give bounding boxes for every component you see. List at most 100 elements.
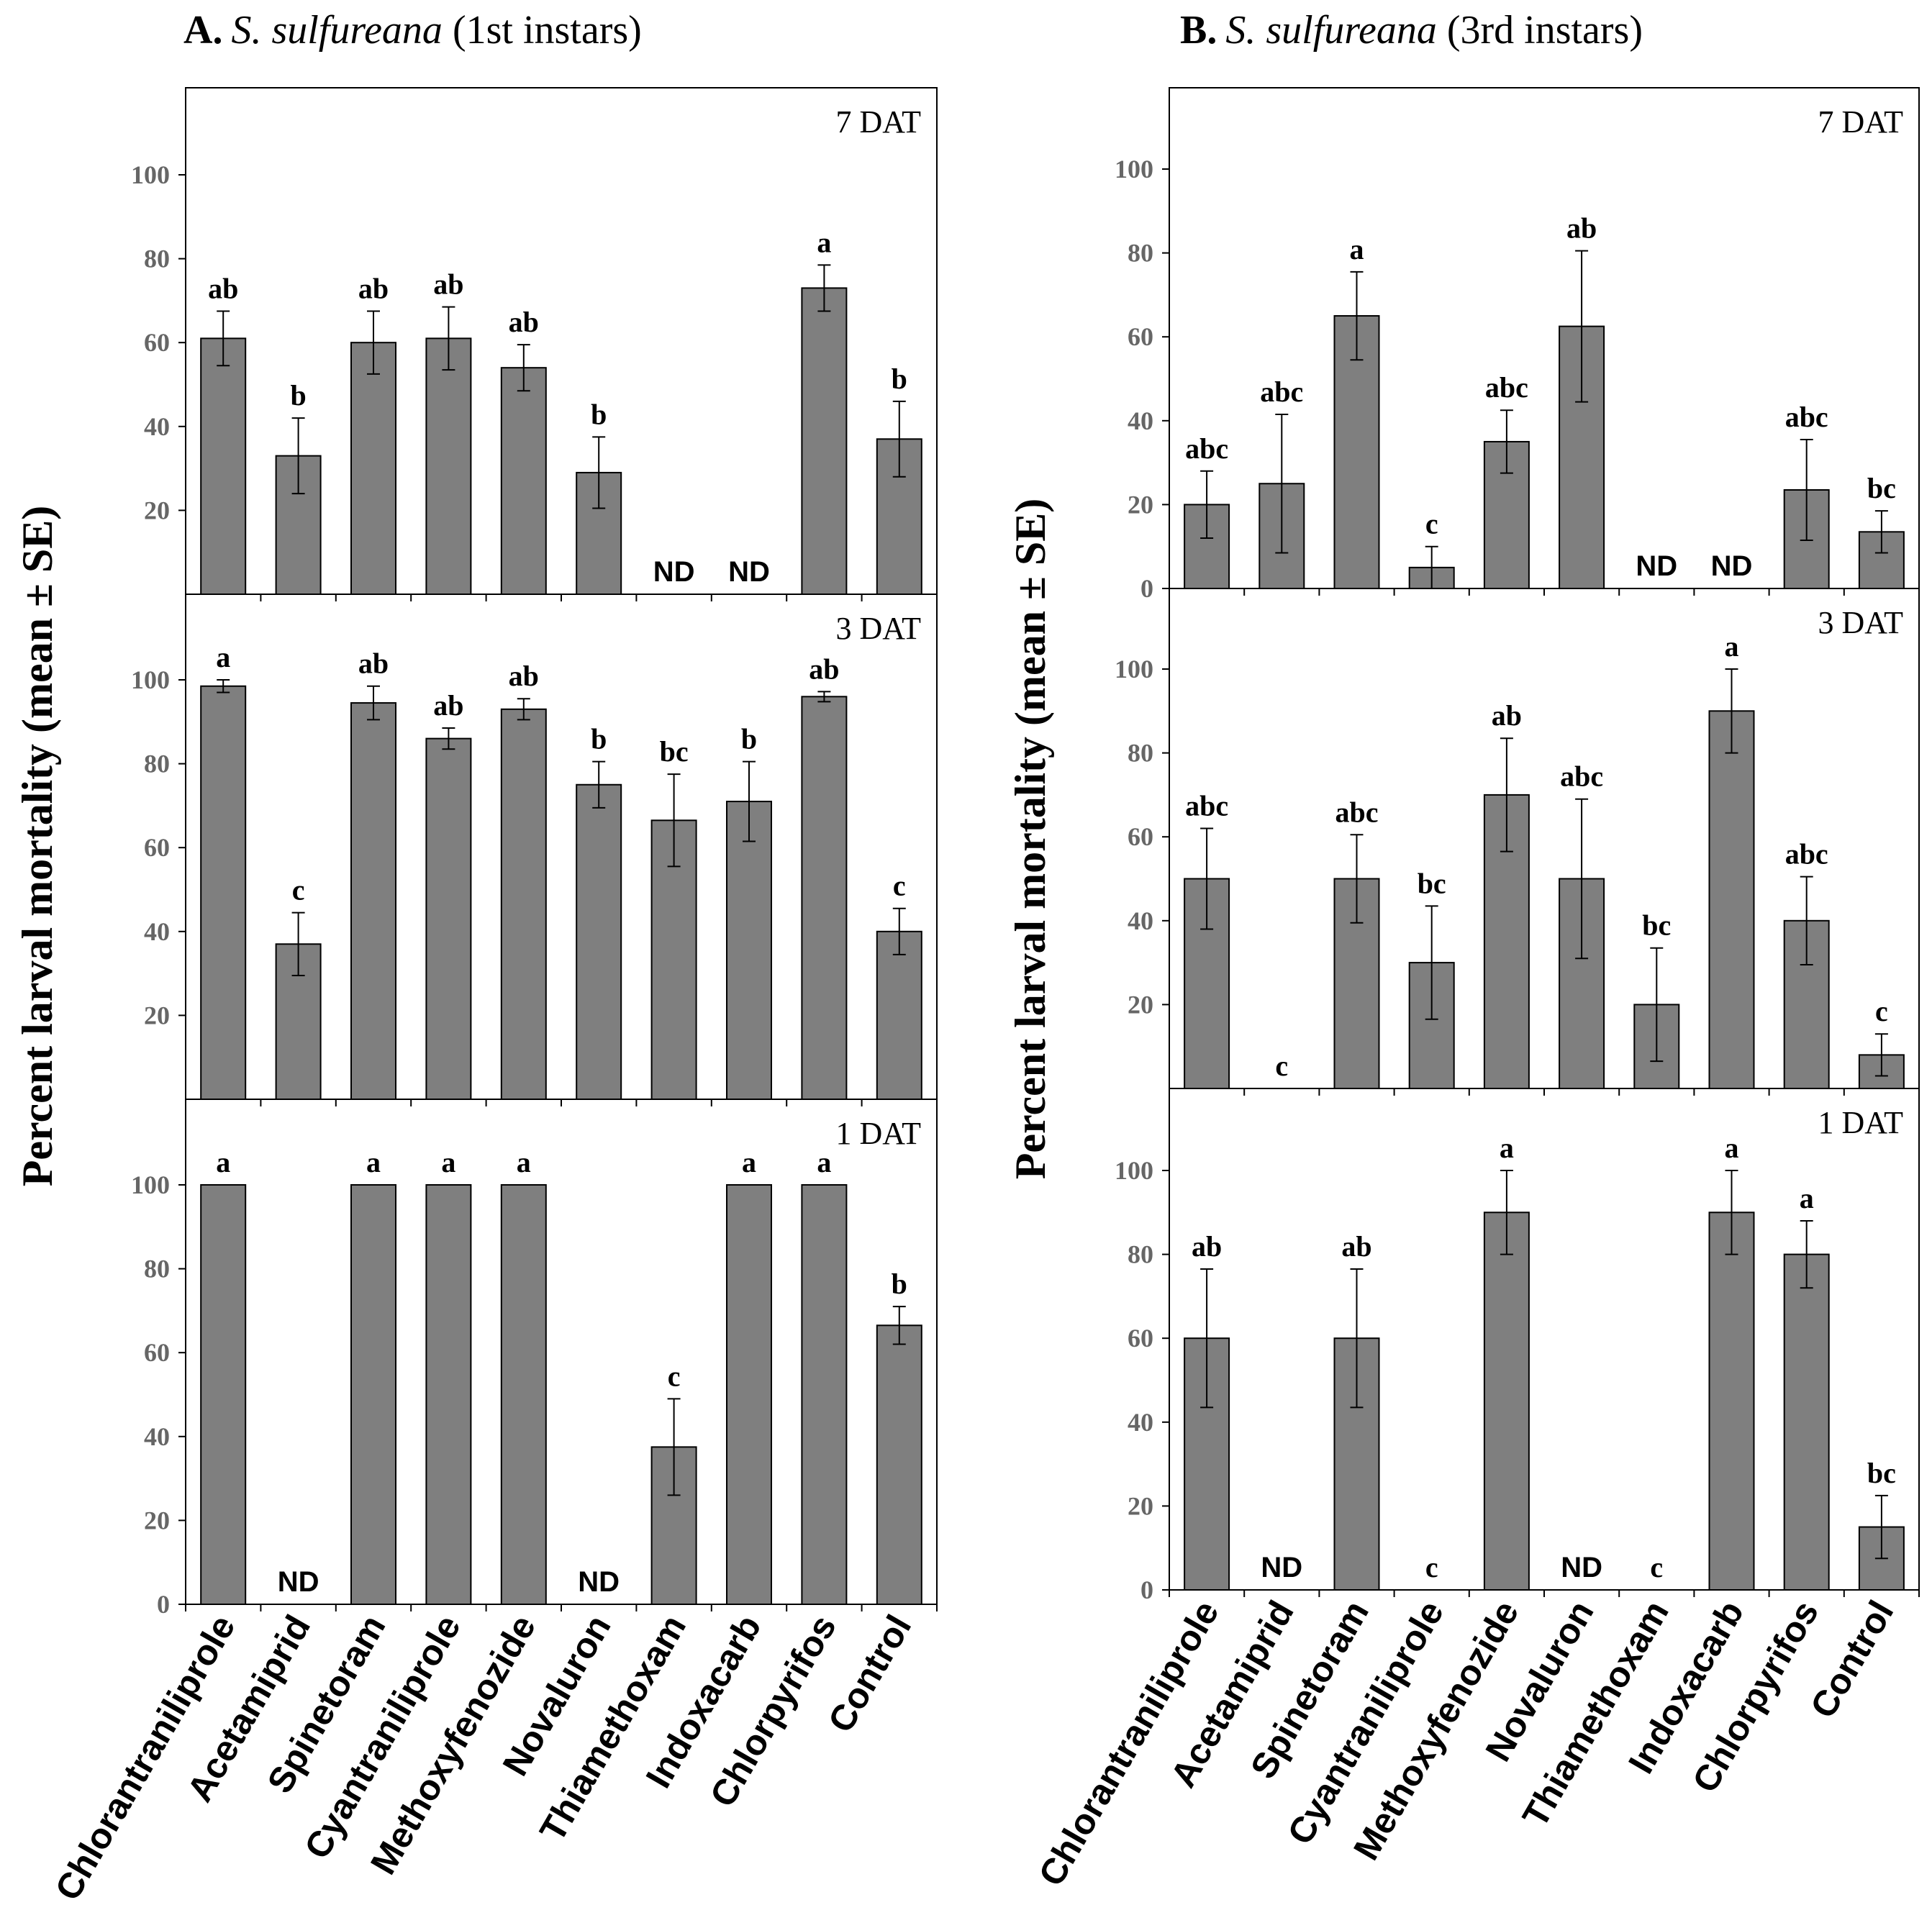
y-tick-label: 20 <box>1128 1491 1153 1520</box>
y-tick-label: 100 <box>1115 1156 1153 1185</box>
bar <box>200 685 247 1100</box>
significance-letter: b <box>591 398 607 430</box>
y-tick-label: 20 <box>144 1001 170 1029</box>
y-tick-label: 80 <box>144 245 170 273</box>
y-tick-label: 40 <box>144 1422 170 1451</box>
significance-letter: a <box>366 1146 381 1178</box>
y-tick-label: 40 <box>144 412 170 441</box>
significance-letter: abc <box>1485 371 1528 404</box>
significance-letter: abc <box>1785 838 1828 870</box>
significance-letter: a <box>216 1146 230 1178</box>
bar <box>1483 1211 1530 1591</box>
panel-title-letter: A. <box>183 8 222 53</box>
not-determined-label: ND <box>578 1566 620 1598</box>
bar <box>350 342 396 595</box>
dat-label: 3 DAT <box>835 611 921 646</box>
significance-letter: a <box>441 1146 455 1178</box>
significance-letter: b <box>741 723 757 755</box>
significance-letter: a <box>1800 1182 1814 1214</box>
significance-letter: ab <box>358 647 389 680</box>
y-tick-label: 40 <box>1128 1408 1153 1437</box>
bar <box>500 708 547 1100</box>
dat-label: 1 DAT <box>1818 1105 1903 1140</box>
significance-letter: c <box>668 1360 681 1392</box>
significance-letter: c <box>1875 995 1888 1027</box>
bar <box>1708 1211 1755 1591</box>
y-tick-label: 60 <box>144 833 170 862</box>
significance-letter: bc <box>1867 1457 1896 1489</box>
y-tick-label: 0 <box>1140 574 1153 603</box>
y-tick-label: 80 <box>144 1255 170 1283</box>
significance-letter: a <box>1725 630 1739 663</box>
y-tick-label: 40 <box>144 917 170 946</box>
not-determined-label: ND <box>1636 550 1677 582</box>
significance-letter: c <box>1425 508 1438 540</box>
y-tick-label: 80 <box>1128 1240 1153 1269</box>
bar <box>425 737 472 1100</box>
subplot-3-dat: 20 40 60 80 100 3 DAT a c ab ab ab b bc b ab c <box>131 594 938 1106</box>
significance-letter: abc <box>1560 760 1603 793</box>
panel-title-stage: (1st instars) <box>443 8 642 53</box>
y-tick-label: 0 <box>157 1590 170 1619</box>
significance-letter: b <box>290 379 306 412</box>
significance-letter: c <box>292 874 305 906</box>
significance-letter: c <box>893 870 906 902</box>
not-determined-label: ND <box>1711 550 1753 582</box>
y-tick-label: 100 <box>131 1170 170 1199</box>
significance-letter: ab <box>509 660 539 692</box>
y-tick-label: 100 <box>131 665 170 694</box>
panel-title: A. S. sulfureana (1st instars) <box>183 8 642 53</box>
significance-letter: c <box>1425 1551 1438 1583</box>
significance-letter: c <box>1275 1050 1288 1082</box>
panel-title-species: S. sulfureana <box>1225 8 1436 53</box>
bar <box>576 783 622 1100</box>
significance-letter: a <box>1350 233 1364 265</box>
significance-letter: abc <box>1785 401 1828 433</box>
significance-letter: c <box>1650 1551 1663 1583</box>
bar <box>726 1184 772 1605</box>
significance-letter: ab <box>433 268 463 301</box>
significance-letter: bc <box>1867 472 1896 504</box>
y-axis-label: Percent larval mortality (mean ± SE) <box>1007 499 1054 1180</box>
significance-letter: ab <box>358 272 389 304</box>
y-tick-label: 40 <box>1128 906 1153 935</box>
bar <box>350 1184 396 1605</box>
dat-label: 3 DAT <box>1818 605 1903 640</box>
y-tick-label: 80 <box>144 750 170 778</box>
not-determined-label: ND <box>1261 1552 1302 1583</box>
significance-letter: bc <box>1418 867 1446 899</box>
significance-letter: bc <box>660 735 689 768</box>
panel-title: B. S. sulfureana (3rd instars) <box>1180 8 1643 53</box>
significance-letter: b <box>591 723 607 755</box>
y-tick-label: 100 <box>131 160 170 189</box>
y-tick-label: 100 <box>1115 155 1153 183</box>
not-determined-label: ND <box>653 556 695 588</box>
significance-letter: ab <box>1566 212 1597 245</box>
bar <box>876 1324 922 1606</box>
significance-letter: a <box>216 641 230 673</box>
significance-letter: a <box>517 1146 531 1178</box>
significance-letter: a <box>1725 1132 1739 1164</box>
dat-label: 7 DAT <box>835 104 921 140</box>
panel-b: B. S. sulfureana (3rd instars) Percent lar… <box>1007 8 1920 1893</box>
significance-letter: ab <box>1341 1230 1371 1263</box>
not-determined-label: ND <box>1561 1552 1602 1583</box>
significance-letter: a <box>1500 1132 1514 1164</box>
dat-label: 7 DAT <box>1818 104 1903 140</box>
y-tick-label: 60 <box>144 328 170 357</box>
dat-label: 1 DAT <box>835 1116 921 1151</box>
bar <box>801 1184 848 1605</box>
significance-letter: abc <box>1260 376 1303 408</box>
significance-letter: ab <box>433 689 463 722</box>
panel-title-letter: B. <box>1180 8 1217 53</box>
significance-letter: ab <box>509 306 539 338</box>
bar <box>876 930 922 1101</box>
panel-title-stage: (3rd instars) <box>1437 8 1643 53</box>
not-determined-label: ND <box>728 556 770 588</box>
significance-letter: ab <box>208 272 238 304</box>
y-tick-label: 20 <box>1128 490 1153 519</box>
y-axis-label: Percent larval mortality (mean ± SE) <box>14 506 61 1187</box>
